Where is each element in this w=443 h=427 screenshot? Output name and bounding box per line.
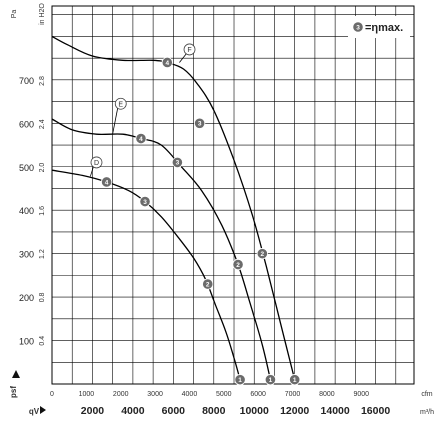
operating-point-marker (139, 195, 151, 208)
operating-point-marker (161, 56, 173, 69)
legend-text: =ηmax. (365, 22, 403, 34)
y-tick-label-pa: 300 (19, 250, 34, 260)
curve-tag-circle (183, 43, 196, 56)
operating-point-label: 4 (139, 136, 143, 143)
y-tick-label-pa: 500 (19, 163, 34, 173)
operating-point-marker (234, 374, 246, 386)
operating-point-label: 2 (206, 281, 210, 288)
y-tick-label-inh2o: 0.8 (39, 292, 46, 302)
x-tick-label-cfm: 6000 (250, 391, 266, 398)
y-axis-labels: 100 200 300 400 500 600 700 0.4 0.8 1.2 1.6 2.0 2.4 2… (9, 3, 46, 398)
y-tick-label-pa: 200 (19, 293, 34, 303)
operating-point-label: 4 (105, 179, 109, 186)
chart-legend: 3 =ηmax. (348, 16, 410, 38)
y-unit-pa: Pa (11, 10, 18, 19)
x-tick-label-cfm: 1000 (79, 391, 95, 398)
operating-point-marker (256, 248, 268, 260)
x-axis-label: qV (29, 407, 40, 416)
y-tick-label-pa: 600 (19, 119, 34, 129)
x-tick-label-m3h: 8000 (202, 405, 226, 417)
operating-point-label: 2 (261, 251, 265, 258)
x-tick-label-cfm: 4000 (182, 391, 198, 398)
curve-tag-label: F (187, 47, 191, 54)
legend-marker-label: 3 (356, 24, 360, 31)
x-tick-label-m3h: 14000 (321, 405, 350, 417)
x-tick-label-cfm: 0 (50, 391, 54, 398)
x-tick-label-cfm: 8000 (319, 391, 335, 398)
x-tick-label-cfm: 7000 (285, 391, 301, 398)
curve-tag-circle (114, 97, 127, 110)
operating-point-label: 4 (165, 60, 169, 67)
curve-tag-circle (90, 156, 103, 169)
chart-grid (51, 5, 415, 385)
plot-frame (51, 5, 415, 385)
operating-point-marker (194, 117, 206, 129)
x-tick-label-cfm: 3000 (147, 391, 163, 398)
x-tick-label-cfm: 5000 (216, 391, 232, 398)
x-axis-labels: 0 1000 2000 3000 4000 5000 6000 7000 8000 9000 cfm… (29, 391, 434, 417)
operating-point-marker (202, 278, 214, 290)
x-axis-arrow (40, 406, 46, 414)
curve-F (51, 35, 296, 380)
y-tick-label-inh2o: 1.6 (39, 206, 46, 216)
x-tick-label-m3h: 12000 (280, 405, 309, 417)
operating-point-label: 1 (293, 377, 297, 384)
y-unit-inh2o: in H2O (39, 3, 46, 25)
x-unit-m3h: m³/h (420, 409, 434, 416)
operating-point-label: 3 (176, 160, 180, 167)
operating-point-label: 3 (143, 199, 147, 206)
y-axis-label: psf (9, 386, 18, 398)
curve-E (51, 118, 272, 380)
curve-tag-label: D (94, 160, 99, 167)
legend-marker (352, 21, 364, 33)
x-tick-label-m3h: 6000 (162, 405, 186, 417)
operating-point-label: 2 (236, 262, 240, 269)
operating-point-label: 3 (198, 121, 202, 128)
operating-point-marker (171, 156, 183, 169)
operating-point-marker (264, 374, 277, 386)
y-tick-label-pa: 100 (19, 337, 34, 347)
operating-point-marker (289, 374, 301, 386)
operating-point-label: 1 (238, 377, 242, 384)
y-tick-label-inh2o: 2.8 (39, 76, 46, 86)
y-tick-label-pa: 700 (19, 76, 34, 86)
x-tick-label-m3h: 2000 (81, 405, 105, 417)
x-tick-label-m3h: 16000 (361, 405, 390, 417)
y-tick-label-pa: 400 (19, 206, 34, 216)
curve-tag-leader (90, 166, 94, 177)
legend-box (348, 16, 410, 38)
chart-markers: 4 3 2 1 4 3 2 1 4 3 2 1 D E F (90, 43, 301, 386)
x-tick-label-m3h: 4000 (121, 405, 145, 417)
y-tick-label-inh2o: 1.2 (39, 249, 46, 259)
x-tick-label-cfm: 9000 (353, 391, 369, 398)
x-tick-label-m3h: 10000 (240, 405, 269, 417)
x-unit-cfm: cfm (421, 391, 432, 398)
operating-point-marker (101, 176, 113, 188)
y-tick-label-inh2o: 0.4 (39, 336, 46, 346)
y-tick-label-inh2o: 2.4 (39, 119, 46, 129)
x-tick-label-cfm: 2000 (113, 391, 129, 398)
curve-tag-leader (179, 53, 187, 63)
operating-point-label: 1 (269, 377, 273, 384)
curve-tag-label: E (118, 101, 123, 108)
y-axis-arrow (12, 370, 20, 378)
y-tick-label-inh2o: 2.0 (39, 163, 46, 173)
operating-point-marker (135, 132, 147, 145)
curve-tag-leader (112, 107, 119, 134)
operating-point-marker (232, 258, 244, 271)
